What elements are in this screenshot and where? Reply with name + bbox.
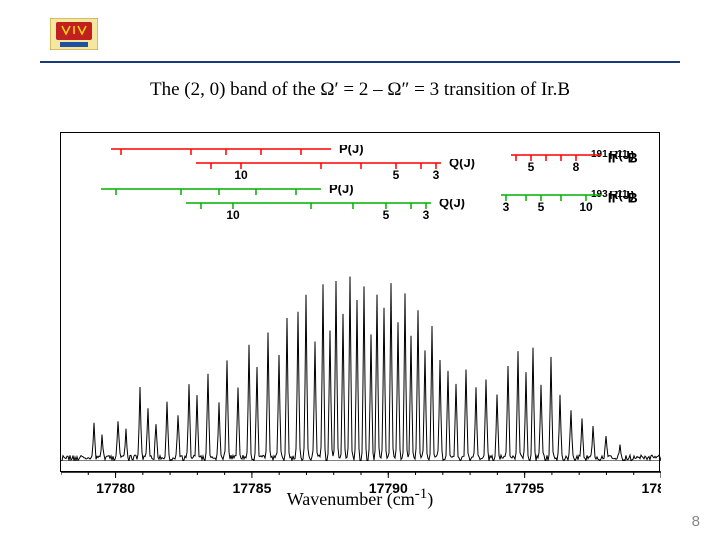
branch-legend: 5 8 R(J) <box>61 151 661 173</box>
svg-text:R(J): R(J) <box>609 151 634 162</box>
xlabel-suffix: ) <box>427 489 433 509</box>
spectrum-chart: 191Ir11B753P(J)1053Q(J)58R(J)193Ir11B753… <box>60 132 660 472</box>
branch-legend: 3 5 10 R(J) <box>61 191 661 213</box>
spectrum-plot <box>61 271 661 461</box>
svg-text:7: 7 <box>118 145 125 148</box>
header-rule <box>40 61 680 63</box>
svg-text:7: 7 <box>113 185 120 188</box>
xlabel-prefix: Wavenumber (cm <box>287 489 415 509</box>
svg-text:3: 3 <box>298 145 305 148</box>
svg-text:10: 10 <box>579 200 593 213</box>
xlabel-exp: -1 <box>415 486 428 502</box>
svg-text:R(J): R(J) <box>609 191 634 202</box>
svg-text:3: 3 <box>293 185 300 188</box>
svg-text:3: 3 <box>503 200 510 213</box>
svg-text:8: 8 <box>573 160 580 173</box>
svg-text:5: 5 <box>528 160 535 173</box>
svg-text:5: 5 <box>216 185 223 188</box>
x-axis-label: Wavenumber (cm-1) <box>0 486 720 510</box>
svg-text:5: 5 <box>223 145 230 148</box>
header <box>0 0 720 55</box>
slide-title: The (2, 0) band of the Ω′ = 2 – Ω″ = 3 t… <box>0 79 720 101</box>
university-logo <box>50 18 98 50</box>
page-number: 8 <box>692 513 700 530</box>
svg-text:5: 5 <box>538 200 545 213</box>
